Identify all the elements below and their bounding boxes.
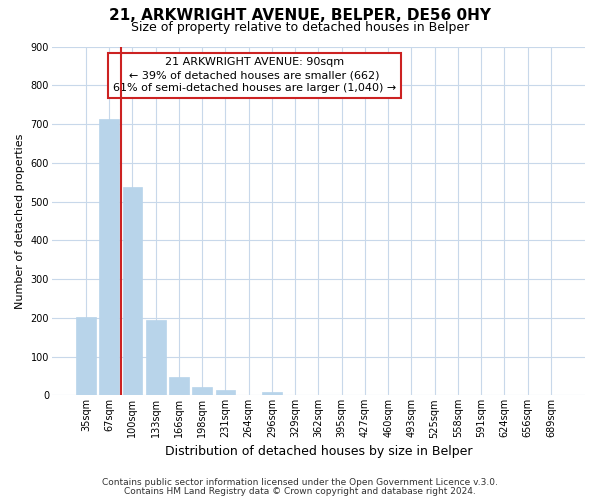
Bar bbox=[193, 387, 212, 396]
Text: 21 ARKWRIGHT AVENUE: 90sqm
← 39% of detached houses are smaller (662)
61% of sem: 21 ARKWRIGHT AVENUE: 90sqm ← 39% of deta… bbox=[113, 57, 396, 94]
Bar bbox=[262, 392, 282, 396]
Text: Contains public sector information licensed under the Open Government Licence v.: Contains public sector information licen… bbox=[102, 478, 498, 487]
Bar bbox=[122, 187, 142, 396]
Y-axis label: Number of detached properties: Number of detached properties bbox=[15, 133, 25, 308]
Text: Contains HM Land Registry data © Crown copyright and database right 2024.: Contains HM Land Registry data © Crown c… bbox=[124, 487, 476, 496]
Bar bbox=[169, 378, 189, 396]
Text: 21, ARKWRIGHT AVENUE, BELPER, DE56 0HY: 21, ARKWRIGHT AVENUE, BELPER, DE56 0HY bbox=[109, 8, 491, 22]
X-axis label: Distribution of detached houses by size in Belper: Distribution of detached houses by size … bbox=[164, 444, 472, 458]
Bar bbox=[146, 320, 166, 396]
Bar bbox=[76, 317, 96, 396]
Bar bbox=[215, 390, 235, 396]
Bar bbox=[100, 118, 119, 396]
Text: Size of property relative to detached houses in Belper: Size of property relative to detached ho… bbox=[131, 21, 469, 34]
